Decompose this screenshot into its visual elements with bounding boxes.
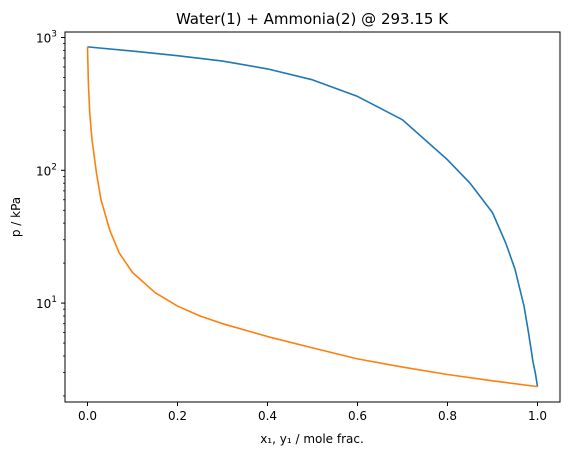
x-axis-label: x₁, y₁ / mole frac. — [260, 432, 364, 446]
series-line-2 — [86, 46, 538, 388]
series-line-1 — [87, 46, 539, 387]
tick-group: 0.0 0.2 0.4 0.6 0.8 1.0 101 102 103 — [36, 29, 547, 423]
x-tick-label: 0.6 — [348, 409, 367, 423]
chart-title: Water(1) + Ammonia(2) @ 293.15 K — [176, 10, 449, 28]
x-tick-label: 0.2 — [168, 409, 187, 423]
x-tick-label: 0.8 — [438, 409, 457, 423]
y-tick-label: 101 — [36, 295, 57, 311]
series-group — [86, 46, 539, 388]
x-tick-label: 0.4 — [258, 409, 277, 423]
y-tick-label: 103 — [36, 29, 57, 45]
x-tick-label: 0.0 — [78, 409, 97, 423]
y-tick-label: 102 — [36, 162, 57, 178]
y-axis-label: p / kPa — [9, 197, 23, 237]
plot-area-frame — [64, 31, 561, 403]
x-tick-label: 1.0 — [528, 409, 547, 423]
